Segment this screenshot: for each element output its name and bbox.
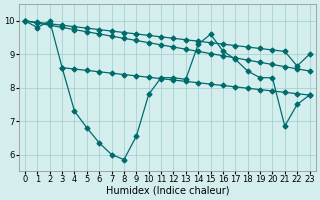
X-axis label: Humidex (Indice chaleur): Humidex (Indice chaleur)	[106, 186, 229, 196]
